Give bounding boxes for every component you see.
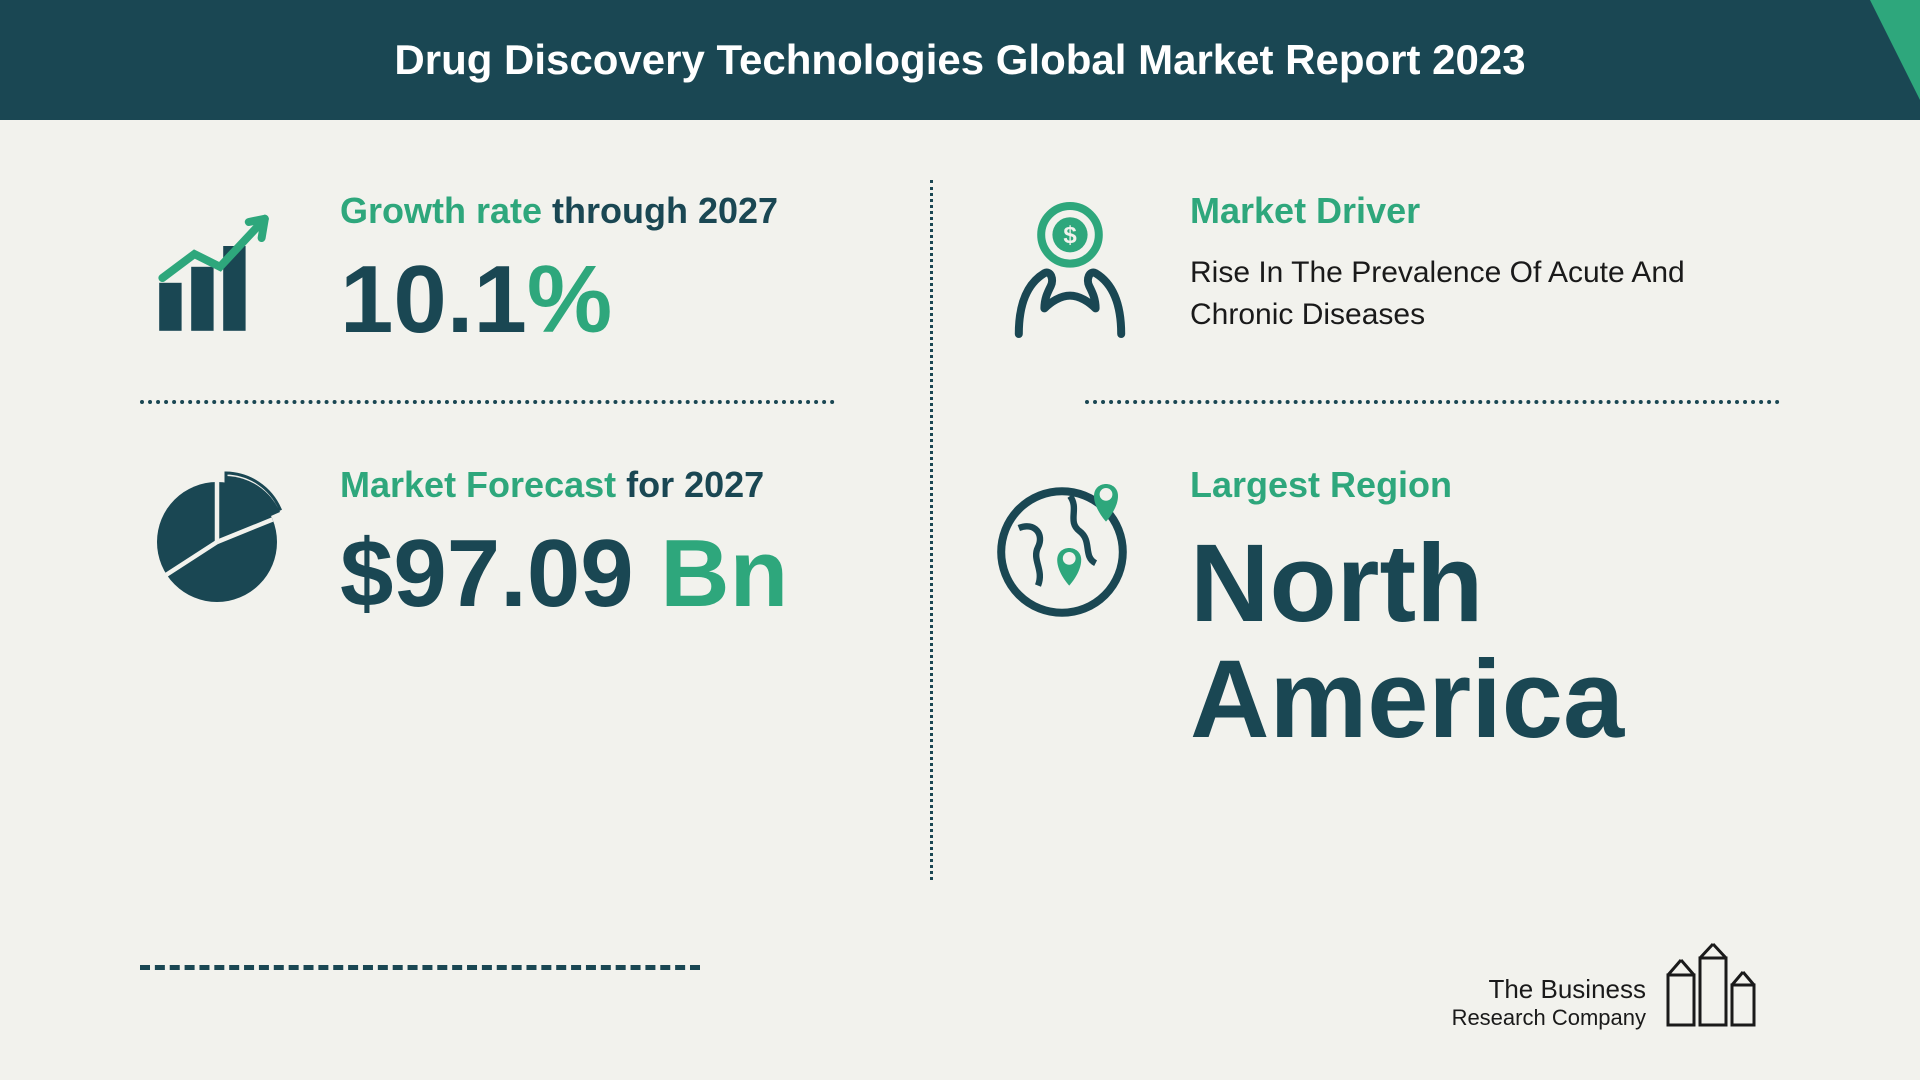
report-title: Drug Discovery Technologies Global Marke… xyxy=(394,36,1525,84)
growth-label-accent: Growth rate xyxy=(340,190,542,231)
region-label: Largest Region xyxy=(1190,464,1780,506)
forecast-label-rest: for 2027 xyxy=(616,464,764,505)
growth-text: Growth rate through 2027 10.1% xyxy=(340,190,930,348)
driver-text: Rise In The Prevalence Of Acute And Chro… xyxy=(1190,252,1780,336)
pie-chart-icon xyxy=(140,464,300,614)
forecast-text: Market Forecast for 2027 $97.09 Bn xyxy=(340,464,930,622)
forecast-label-accent: Market Forecast xyxy=(340,464,616,505)
growth-label-rest: through 2027 xyxy=(542,190,778,231)
logo-line1: The Business xyxy=(1452,975,1646,1005)
svg-text:$: $ xyxy=(1063,222,1077,249)
right-horizontal-divider xyxy=(1085,400,1780,404)
region-value-line2: America xyxy=(1190,638,1624,761)
forecast-value-unit: Bn xyxy=(634,520,789,627)
forecast-label: Market Forecast for 2027 xyxy=(340,464,930,506)
content-grid: Growth rate through 2027 10.1% xyxy=(140,180,1780,920)
report-header: Drug Discovery Technologies Global Marke… xyxy=(0,0,1920,120)
growth-value-number: 10.1 xyxy=(340,246,527,353)
region-text-slot: Largest Region North America xyxy=(1190,464,1780,757)
driver-text-slot: Market Driver Rise In The Prevalence Of … xyxy=(1190,190,1780,336)
vertical-divider xyxy=(930,180,933,880)
growth-value: 10.1% xyxy=(340,252,930,348)
forecast-value-number: $97.09 xyxy=(340,520,634,627)
globe-pins-icon xyxy=(990,464,1150,624)
logo-line2: Research Company xyxy=(1452,1005,1646,1030)
growth-block: Growth rate through 2027 10.1% xyxy=(140,180,930,380)
region-value: North America xyxy=(1190,526,1780,757)
forecast-block: Market Forecast for 2027 $97.09 Bn xyxy=(140,454,930,652)
buildings-icon xyxy=(1660,940,1760,1030)
growth-label: Growth rate through 2027 xyxy=(340,190,930,232)
growth-chart-icon xyxy=(140,190,300,350)
right-column: $ Market Driver Rise In The Prevalence O… xyxy=(990,180,1780,920)
company-logo: The Business Research Company xyxy=(1452,940,1760,1030)
forecast-value: $97.09 Bn xyxy=(340,526,930,622)
growth-value-unit: % xyxy=(527,246,612,353)
header-corner-accent xyxy=(1890,0,1920,120)
logo-text: The Business Research Company xyxy=(1452,975,1646,1030)
region-value-line1: North xyxy=(1190,522,1483,645)
driver-label: Market Driver xyxy=(1190,190,1780,232)
left-column: Growth rate through 2027 10.1% xyxy=(140,180,930,920)
footer-dashed-line xyxy=(140,965,700,970)
left-horizontal-divider xyxy=(140,400,835,404)
driver-block: $ Market Driver Rise In The Prevalence O… xyxy=(990,180,1780,380)
hands-dollar-icon: $ xyxy=(990,190,1150,350)
region-block: Largest Region North America xyxy=(990,454,1780,787)
